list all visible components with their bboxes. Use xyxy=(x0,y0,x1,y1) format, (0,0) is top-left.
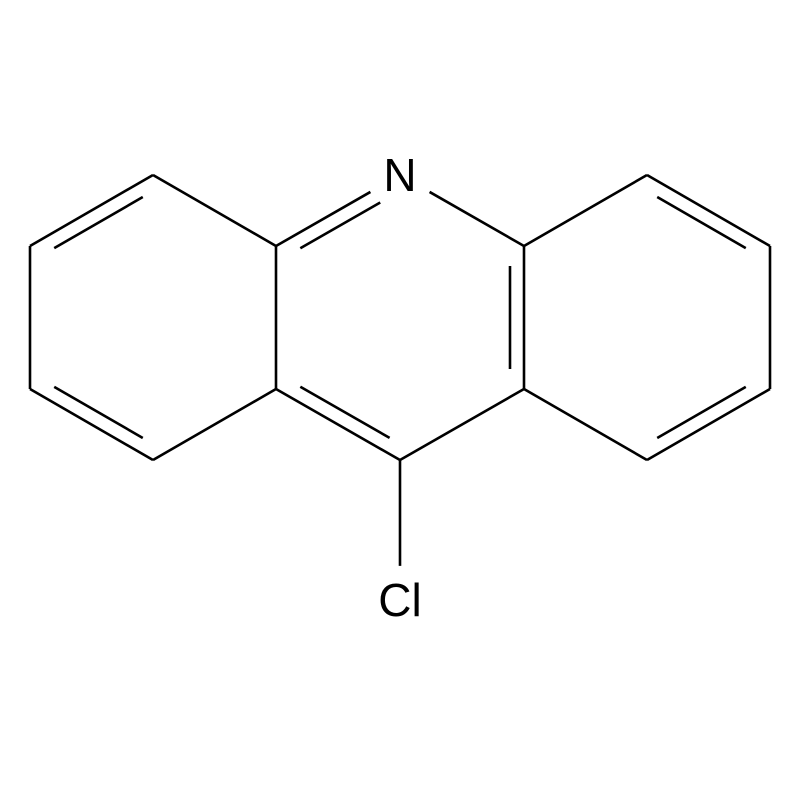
bond-line xyxy=(153,175,276,246)
bond-line xyxy=(400,389,524,460)
bonds-layer xyxy=(30,175,770,566)
bond-line xyxy=(524,175,647,246)
bond-line xyxy=(300,387,389,438)
bond-line xyxy=(524,389,647,460)
bond-line xyxy=(647,389,770,460)
n-atom-label: N xyxy=(383,149,416,201)
bond-line xyxy=(30,389,153,460)
bond-line xyxy=(657,197,746,248)
molecule-diagram: N Cl xyxy=(0,0,800,800)
bond-line xyxy=(54,197,143,248)
bond-line xyxy=(54,387,143,438)
bond-line xyxy=(430,192,524,246)
bond-line xyxy=(153,389,276,460)
bond-line xyxy=(647,175,770,246)
cl-atom-label: Cl xyxy=(378,574,421,626)
bond-line xyxy=(657,387,746,438)
bond-line xyxy=(30,175,153,246)
bond-line xyxy=(276,192,370,246)
bond-line xyxy=(276,389,400,460)
